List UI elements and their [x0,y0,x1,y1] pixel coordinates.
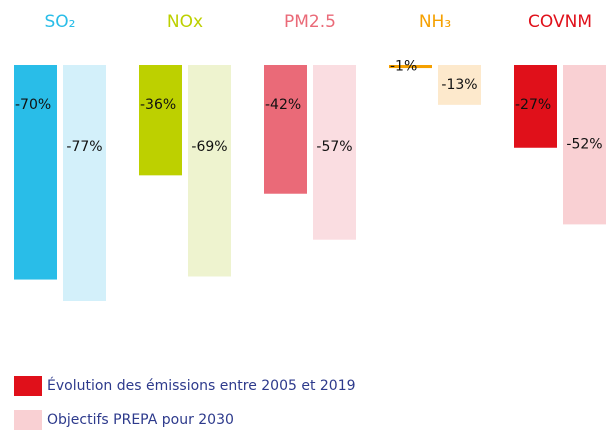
value-label: -57% [316,139,352,155]
bar [389,65,432,69]
value-label: -36% [140,97,176,113]
bar [264,65,307,194]
legend-label: Objectifs PREPA pour 2030 [47,412,234,428]
legend-swatch [14,410,42,430]
value-label: -13% [441,77,477,93]
bar [139,65,182,176]
bar [188,65,231,277]
category-title: NH₃ [419,12,451,32]
bar [63,65,106,301]
category-title: SO₂ [45,12,76,32]
category-title: COVNM [528,12,592,32]
bar [14,65,57,280]
category-title: PM2.5 [284,12,336,32]
bar [438,65,481,105]
value-label: -27% [515,97,551,113]
bar [563,65,606,225]
value-label: -69% [191,139,227,155]
value-label: -77% [66,139,102,155]
legend-label: Évolution des émissions entre 2005 et 20… [47,377,356,394]
value-label: -70% [15,97,51,113]
value-label: -1% [390,59,417,75]
bar [313,65,356,240]
value-label: -42% [265,97,301,113]
category-title: NOx [167,12,203,32]
bar [514,65,557,148]
value-label: -52% [566,137,602,153]
legend-swatch [14,376,42,396]
